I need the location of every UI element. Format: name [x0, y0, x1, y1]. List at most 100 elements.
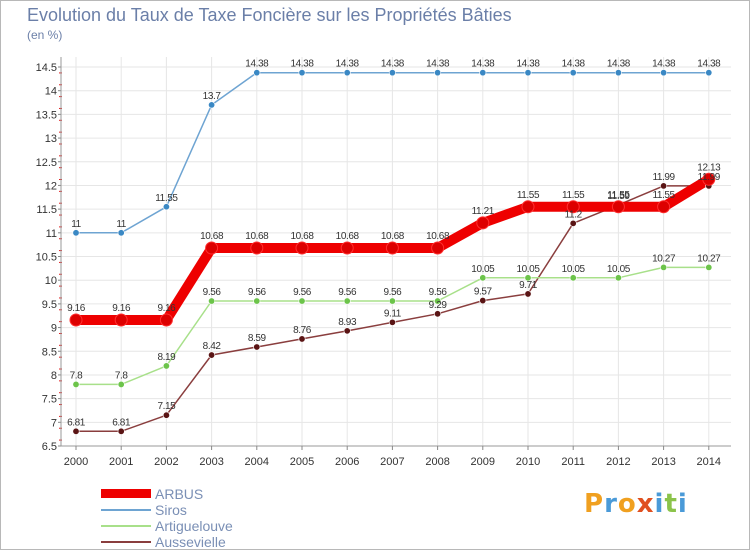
logo-letter: P	[584, 489, 605, 519]
data-point-artiguelouve	[343, 297, 351, 305]
data-label-arbus: 9.16	[112, 303, 131, 314]
legend-label-siros: Siros	[155, 502, 187, 518]
data-label-aussevielle: 11.99	[698, 172, 721, 183]
data-point-arbus	[69, 313, 83, 327]
data-label-aussevielle: 9.29	[429, 300, 448, 311]
data-point-siros	[614, 69, 622, 77]
y-tick-label: 7.5	[42, 394, 57, 406]
data-label-artiguelouve: 7.8	[115, 370, 129, 381]
y-tick-label: 9.5	[42, 299, 57, 311]
data-point-aussevielle	[660, 182, 668, 190]
data-label-siros: 14.38	[697, 59, 721, 70]
data-point-aussevielle	[72, 427, 80, 435]
data-label-siros: 14.38	[652, 59, 676, 70]
data-label-arbus: 11.55	[562, 190, 585, 201]
data-label-siros: 14.38	[562, 59, 586, 70]
data-point-siros	[388, 69, 396, 77]
data-label-aussevielle: 9.71	[519, 280, 538, 291]
data-label-artiguelouve: 9.56	[429, 287, 448, 298]
y-tick-label: 12	[45, 180, 57, 192]
data-point-siros	[705, 69, 713, 77]
data-label-aussevielle: 11.2	[565, 209, 583, 220]
data-point-arbus	[250, 241, 264, 255]
logo-letter: t	[664, 489, 678, 519]
x-tick-label: 2006	[335, 456, 359, 468]
data-point-artiguelouve	[117, 380, 125, 388]
y-tick-label: 8.5	[42, 346, 57, 358]
data-point-aussevielle	[298, 335, 306, 343]
data-label-aussevielle: 6.81	[67, 417, 86, 428]
data-label-arbus: 9.16	[157, 303, 176, 314]
x-tick-label: 2011	[561, 456, 585, 468]
data-label-siros: 11	[116, 219, 126, 230]
data-label-siros: 13.7	[203, 91, 222, 102]
data-point-siros	[569, 69, 577, 77]
data-label-arbus: 10.68	[381, 231, 405, 242]
y-tick-label: 10.5	[36, 252, 57, 264]
x-tick-label: 2007	[380, 456, 404, 468]
data-point-arbus	[114, 313, 128, 327]
y-tick-label: 9	[51, 323, 57, 335]
data-point-siros	[253, 69, 261, 77]
data-point-aussevielle	[434, 310, 442, 318]
data-label-artiguelouve: 10.05	[516, 264, 540, 275]
data-point-siros	[117, 229, 125, 237]
data-point-siros	[479, 69, 487, 77]
data-point-siros	[298, 69, 306, 77]
data-point-arbus	[611, 200, 625, 214]
data-label-arbus: 11.55	[607, 190, 630, 201]
data-point-siros	[72, 229, 80, 237]
logo-letter: x	[636, 489, 655, 519]
data-point-artiguelouve	[434, 297, 442, 305]
data-label-siros: 14.38	[471, 59, 495, 70]
data-label-aussevielle: 7.15	[157, 401, 176, 412]
data-label-artiguelouve: 9.56	[293, 287, 312, 298]
x-tick-label: 2014	[697, 456, 721, 468]
data-label-artiguelouve: 10.05	[562, 264, 586, 275]
data-point-artiguelouve	[253, 297, 261, 305]
data-label-artiguelouve: 10.27	[652, 253, 676, 264]
data-label-arbus: 12.13	[697, 162, 721, 173]
data-label-artiguelouve: 9.56	[248, 287, 267, 298]
x-tick-label: 2005	[290, 456, 314, 468]
legend-swatch-artiguelouve	[101, 525, 151, 527]
data-point-artiguelouve	[705, 263, 713, 271]
data-label-arbus: 9.16	[67, 303, 86, 314]
y-tick-label: 11	[46, 228, 57, 240]
y-tick-label: 13	[45, 133, 57, 145]
data-point-aussevielle	[343, 327, 351, 335]
data-point-aussevielle	[388, 318, 396, 326]
data-label-arbus: 10.68	[245, 231, 269, 242]
data-label-arbus: 11.55	[517, 190, 540, 201]
data-point-artiguelouve	[208, 297, 216, 305]
data-label-siros: 11.55	[155, 193, 178, 204]
data-point-arbus	[385, 241, 399, 255]
y-tick-label: 12.5	[36, 157, 57, 169]
data-label-arbus: 11.21	[472, 206, 495, 217]
data-label-siros: 14.38	[336, 59, 360, 70]
data-label-artiguelouve: 9.56	[338, 287, 357, 298]
data-point-artiguelouve	[524, 274, 532, 282]
data-point-arbus	[702, 172, 716, 186]
data-label-aussevielle: 8.76	[293, 325, 312, 336]
data-point-artiguelouve	[614, 274, 622, 282]
data-point-artiguelouve	[569, 274, 577, 282]
data-point-aussevielle	[117, 427, 125, 435]
data-point-artiguelouve	[72, 380, 80, 388]
data-point-aussevielle	[524, 290, 532, 298]
data-label-aussevielle: 11.59	[607, 191, 630, 202]
logo-letter: i	[654, 489, 665, 519]
data-point-aussevielle	[208, 351, 216, 359]
data-label-aussevielle: 6.81	[112, 417, 131, 428]
data-point-arbus	[566, 200, 580, 214]
data-label-aussevielle: 9.57	[474, 287, 493, 298]
data-label-siros: 14.38	[516, 59, 540, 70]
legend-label-aussevielle: Aussevielle	[155, 534, 226, 550]
data-label-siros: 14.38	[607, 59, 631, 70]
y-tick-label: 7	[51, 417, 57, 429]
data-label-siros: 14.38	[290, 59, 314, 70]
y-tick-label: 14.5	[36, 62, 57, 74]
data-label-arbus: 11.55	[652, 190, 675, 201]
data-label-siros: 14.38	[245, 59, 269, 70]
